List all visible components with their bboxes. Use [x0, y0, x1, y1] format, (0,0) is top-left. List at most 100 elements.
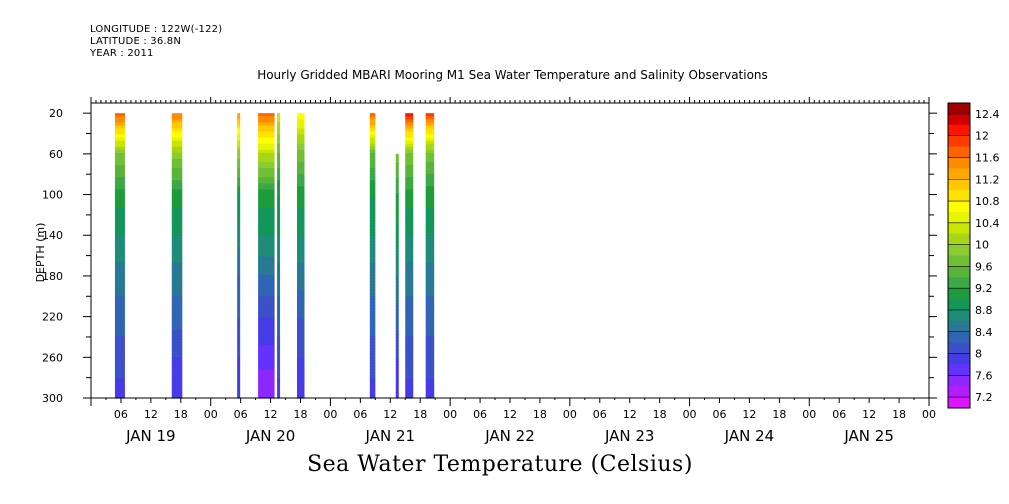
- colorbar-swatch: [948, 353, 970, 365]
- temperature-cell: [258, 247, 275, 252]
- temperature-cell: [395, 196, 399, 201]
- temperature-cell: [237, 372, 241, 377]
- temperature-cell: [114, 155, 125, 160]
- y-axis-label: DEPTH (m): [34, 223, 47, 283]
- temperature-cell: [258, 305, 275, 310]
- temperature-cell: [277, 351, 281, 355]
- temperature-cell: [297, 198, 305, 203]
- temperature-cell: [369, 226, 376, 230]
- temperature-cell: [395, 245, 399, 250]
- temperature-cell: [297, 268, 305, 273]
- temperature-cell: [277, 372, 281, 377]
- temperature-cell: [297, 393, 305, 398]
- y-axis: 20 60 100 140 180 220 260 300: [42, 107, 937, 405]
- temperature-cell: [114, 119, 125, 123]
- temperature-cell: [277, 207, 281, 212]
- temperature-cell: [405, 329, 414, 334]
- temperature-cell: [369, 149, 376, 154]
- temperature-cell: [297, 146, 305, 151]
- temperature-cell: [395, 166, 399, 170]
- temperature-cell: [395, 388, 399, 393]
- temperature-cell: [171, 293, 183, 297]
- temperature-cell: [369, 277, 376, 282]
- temperature-cell: [237, 326, 241, 331]
- x-tick-label: 06: [114, 408, 128, 421]
- temperature-cell: [114, 259, 125, 264]
- temperature-cell: [258, 277, 275, 282]
- temperature-cell: [258, 189, 275, 194]
- colorbar: 12.4 12 11.6 11.2 10.8 10.4 10 9.6 9.2 8.8 8.4 8 7.6…: [947, 102, 1000, 409]
- temperature-cell: [258, 339, 275, 343]
- colorbar-swatch: [948, 375, 970, 387]
- temperature-cell: [395, 370, 399, 375]
- temperature-cell: [405, 302, 414, 307]
- temperature-cell: [277, 152, 281, 157]
- temperature-cell: [277, 345, 281, 349]
- temperature-cell: [237, 125, 241, 130]
- temperature-cell: [258, 155, 275, 160]
- temperature-cell: [405, 384, 414, 389]
- temperature-cell: [425, 174, 435, 178]
- temperature-cell: [425, 232, 435, 236]
- temperature-cell: [395, 263, 399, 268]
- temperature-cell: [114, 183, 125, 188]
- temperature-cell: [277, 308, 281, 313]
- colorbar-swatch: [948, 113, 970, 126]
- temperature-cell: [277, 281, 281, 285]
- temperature-cell: [258, 281, 275, 285]
- temperature-cell: [114, 235, 125, 239]
- temperature-cell: [395, 330, 399, 335]
- temperature-cell: [237, 302, 241, 307]
- temperature-cell: [297, 369, 305, 374]
- temperature-cell: [405, 128, 414, 133]
- temperature-cell: [425, 387, 435, 392]
- temperature-cell: [395, 227, 399, 231]
- temperature-cell: [395, 159, 399, 164]
- temperature-cell: [258, 354, 275, 358]
- temperature-cell: [297, 329, 305, 334]
- x-axis: 06 12 18 00 06 12 18 00 06 12 18 00 06 12 18 00 06 12 18 00…: [90, 398, 936, 445]
- x-tick-label: 12: [144, 408, 158, 421]
- temperature-cell: [425, 122, 435, 126]
- temperature-cell: [171, 381, 183, 386]
- temperature-cell: [395, 211, 399, 216]
- temperature-cell: [369, 302, 376, 307]
- temperature-cell: [297, 134, 305, 139]
- temperature-cell: [258, 149, 275, 154]
- temperature-cell: [369, 332, 376, 337]
- temperature-cell: [114, 125, 125, 130]
- temperature-cell: [237, 314, 241, 319]
- temperature-cell: [237, 342, 241, 346]
- temperature-cell: [171, 326, 183, 331]
- temperature-cell: [258, 302, 275, 307]
- temperature-cell: [114, 253, 125, 258]
- temperature-cell: [425, 253, 435, 258]
- temperature-cell: [277, 360, 281, 365]
- temperature-cell: [114, 207, 125, 212]
- temperature-cell: [405, 311, 414, 316]
- temperature-cell: [405, 162, 414, 166]
- temperature-cell: [425, 189, 435, 194]
- colorbar-label: 7.2: [975, 391, 993, 404]
- temperature-cell: [425, 378, 435, 383]
- temperature-cell: [369, 363, 376, 368]
- temperature-cell: [114, 375, 125, 380]
- temperature-cell: [425, 281, 435, 285]
- temperature-cell: [425, 125, 435, 130]
- temperature-cell: [405, 259, 414, 264]
- temperature-cell: [171, 302, 183, 307]
- temperature-cell: [405, 113, 414, 117]
- temperature-cell: [425, 271, 435, 276]
- x-tick-label: 18: [892, 408, 906, 421]
- temperature-cell: [369, 339, 376, 343]
- temperature-cell: [369, 198, 376, 203]
- temperature-cell: [395, 205, 399, 210]
- temperature-cell: [277, 375, 281, 380]
- temperature-cell: [369, 351, 376, 355]
- temperature-cell: [297, 281, 305, 285]
- temperature-cell: [369, 320, 376, 325]
- temperature-cell: [277, 253, 281, 258]
- temperature-cell: [277, 244, 281, 249]
- temperature-cell: [369, 274, 376, 279]
